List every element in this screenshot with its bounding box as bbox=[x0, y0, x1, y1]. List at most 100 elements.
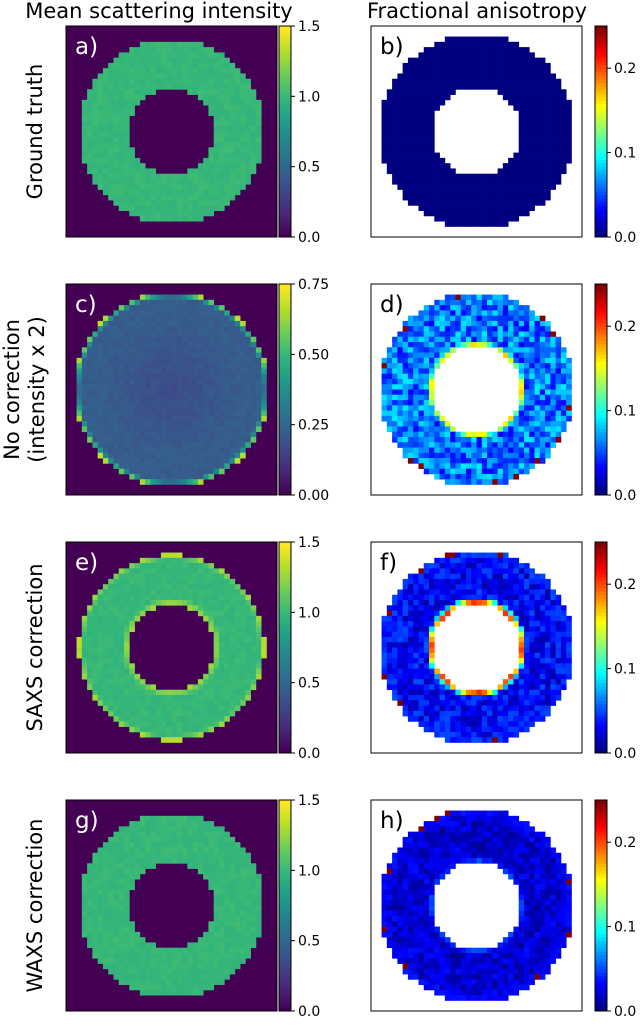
heatmap-cell bbox=[219, 321, 225, 327]
heatmap-cell bbox=[566, 158, 572, 164]
heatmap-cell bbox=[145, 200, 151, 206]
heatmap-cell bbox=[566, 363, 572, 369]
heatmap-cell bbox=[119, 379, 125, 385]
heatmap-cell bbox=[166, 174, 172, 180]
heatmap-cell bbox=[87, 658, 93, 664]
heatmap-cell bbox=[203, 179, 209, 185]
heatmap-cell bbox=[408, 458, 414, 464]
heatmap-cell bbox=[150, 395, 156, 401]
heatmap-cell bbox=[477, 595, 483, 601]
heatmap-cell bbox=[145, 205, 151, 211]
heatmap-cell bbox=[124, 679, 130, 685]
heatmap-cell bbox=[519, 137, 525, 143]
heatmap-cell bbox=[482, 448, 488, 454]
heatmap-cell bbox=[98, 79, 104, 85]
heatmap-cell bbox=[418, 421, 424, 427]
heatmap-cell bbox=[166, 216, 172, 222]
heatmap-cell bbox=[403, 416, 409, 422]
heatmap-cell bbox=[403, 353, 409, 359]
heatmap-cell bbox=[129, 595, 135, 601]
heatmap-cell bbox=[156, 695, 162, 701]
heatmap-cell bbox=[82, 153, 88, 159]
colorbar-segment bbox=[279, 549, 291, 553]
heatmap-cell bbox=[124, 52, 130, 58]
heatmap-cell bbox=[561, 421, 567, 427]
heatmap-cell bbox=[556, 421, 562, 427]
heatmap-cell bbox=[166, 358, 172, 364]
heatmap-cell bbox=[387, 384, 393, 390]
heatmap-cell bbox=[224, 316, 230, 322]
colorbar-segment bbox=[279, 146, 291, 150]
heatmap-cell bbox=[224, 384, 230, 390]
heatmap-cell bbox=[487, 63, 493, 69]
heatmap-cell bbox=[214, 616, 220, 622]
heatmap-cell bbox=[124, 342, 130, 348]
heatmap-cell bbox=[119, 395, 125, 401]
heatmap-cell bbox=[455, 331, 461, 337]
heatmap-cell bbox=[434, 105, 440, 111]
heatmap-cell bbox=[203, 300, 209, 306]
heatmap-cell bbox=[561, 137, 567, 143]
heatmap-cell bbox=[403, 632, 409, 638]
heatmap-cell bbox=[440, 432, 446, 438]
heatmap-cell bbox=[208, 147, 214, 153]
heatmap-cell bbox=[424, 132, 430, 138]
heatmap-cell bbox=[240, 421, 246, 427]
heatmap-cell bbox=[450, 200, 456, 206]
heatmap-cell bbox=[256, 368, 262, 374]
heatmap-cell bbox=[235, 337, 241, 343]
heatmap-cell bbox=[161, 584, 167, 590]
colorbar-segment bbox=[595, 295, 607, 299]
heatmap-cell bbox=[487, 79, 493, 85]
heatmap-cell bbox=[103, 190, 109, 196]
colorbar-segment bbox=[279, 467, 291, 471]
heatmap-cell bbox=[245, 84, 251, 90]
heatmap-cell bbox=[219, 437, 225, 443]
heatmap-cell bbox=[113, 637, 119, 643]
heatmap-cell bbox=[156, 68, 162, 74]
heatmap-cell bbox=[503, 584, 509, 590]
heatmap-cell bbox=[513, 432, 519, 438]
heatmap-cell bbox=[87, 416, 93, 422]
heatmap-cell bbox=[235, 95, 241, 101]
heatmap-cell bbox=[82, 390, 88, 396]
heatmap-cell bbox=[113, 73, 119, 79]
heatmap-cell bbox=[540, 368, 546, 374]
heatmap-cell bbox=[119, 595, 125, 601]
heatmap-cell bbox=[434, 616, 440, 622]
heatmap-cell bbox=[193, 574, 199, 580]
heatmap-cell bbox=[477, 316, 483, 322]
heatmap-cell bbox=[540, 153, 546, 159]
heatmap-cell bbox=[529, 190, 535, 196]
heatmap-cell bbox=[556, 595, 562, 601]
heatmap-cell bbox=[172, 184, 178, 190]
heatmap-cell bbox=[424, 52, 430, 58]
colorbar-segment bbox=[279, 326, 291, 330]
heatmap-cell bbox=[561, 347, 567, 353]
heatmap-cell bbox=[193, 716, 199, 722]
heatmap-cell bbox=[418, 395, 424, 401]
heatmap-cell bbox=[397, 411, 403, 417]
heatmap-cell bbox=[240, 653, 246, 659]
heatmap-cell bbox=[545, 179, 551, 185]
heatmap-cell bbox=[230, 379, 236, 385]
heatmap-cell bbox=[466, 190, 472, 196]
heatmap-cell bbox=[108, 163, 114, 169]
heatmap-cell bbox=[492, 305, 498, 311]
heatmap-cell bbox=[161, 342, 167, 348]
heatmap-cell bbox=[230, 326, 236, 332]
heatmap-cell bbox=[92, 379, 98, 385]
heatmap-cell bbox=[224, 200, 230, 206]
heatmap-cell bbox=[198, 211, 204, 217]
heatmap-cell bbox=[524, 126, 530, 132]
heatmap-cell bbox=[161, 400, 167, 406]
heatmap-cell bbox=[182, 73, 188, 79]
heatmap-cell bbox=[529, 432, 535, 438]
heatmap-cell bbox=[408, 353, 414, 359]
heatmap-cell bbox=[440, 358, 446, 364]
heatmap-cell bbox=[466, 68, 472, 74]
heatmap-cell bbox=[529, 589, 535, 595]
heatmap-cell bbox=[87, 363, 93, 369]
heatmap-cell bbox=[135, 390, 141, 396]
heatmap-cell bbox=[108, 184, 114, 190]
